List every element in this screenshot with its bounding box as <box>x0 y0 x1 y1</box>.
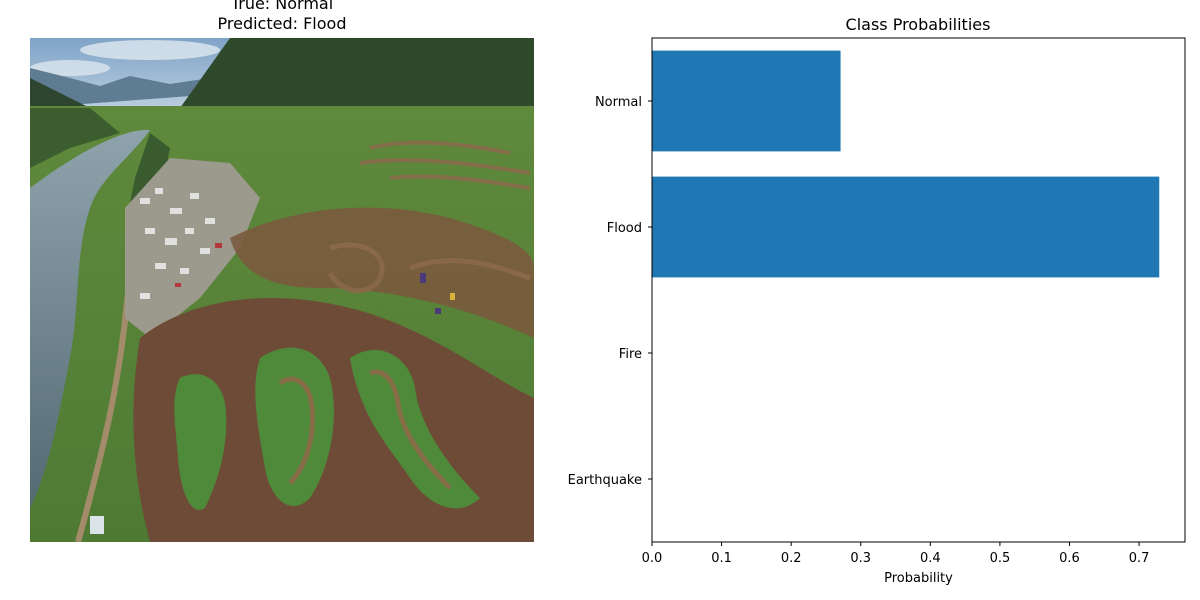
bar-normal <box>652 50 841 152</box>
x-tick-label: 0.7 <box>1129 551 1150 566</box>
x-tick-label: 0.4 <box>920 551 941 566</box>
axes-frame <box>651 37 1186 543</box>
y-tick-label-normal: Normal <box>595 95 642 110</box>
x-tick-label: 0.5 <box>990 551 1011 566</box>
x-tick-label: 0.1 <box>711 551 732 566</box>
aerial-photo <box>30 38 534 542</box>
image-title: True: Normal Predicted: Flood <box>30 0 534 34</box>
x-axis-label: Probability <box>884 571 953 586</box>
x-tick-label: 0.3 <box>850 551 871 566</box>
x-axis-ticks: 0.0 0.1 0.2 0.3 0.4 0.5 0.6 0.7 <box>642 542 1150 566</box>
y-tick-label-fire: Fire <box>619 347 642 362</box>
y-axis-ticks: Normal Flood Fire Earthquake <box>568 95 652 488</box>
predicted-label: Predicted: Flood <box>217 14 347 33</box>
aerial-photo-illustration <box>30 38 534 542</box>
x-tick-label: 0.0 <box>642 551 663 566</box>
bar-flood <box>652 176 1160 278</box>
chart-title: Class Probabilities <box>846 15 991 34</box>
true-label: True: Normal <box>230 0 334 13</box>
bar-series <box>652 50 1160 278</box>
x-tick-label: 0.2 <box>781 551 802 566</box>
y-tick-label-flood: Flood <box>607 221 642 236</box>
y-tick-label-earthquake: Earthquake <box>568 473 642 488</box>
x-tick-label: 0.6 <box>1059 551 1080 566</box>
